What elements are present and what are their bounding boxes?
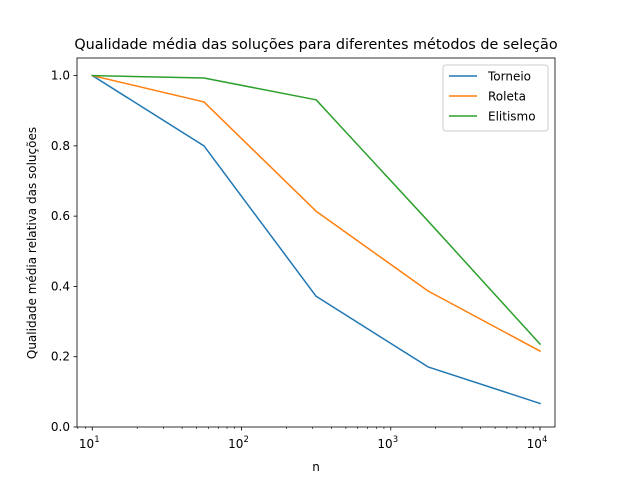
x-tick-base: 10 [377, 437, 392, 451]
series-line-torneio [91, 74, 541, 405]
x-tick-base: 10 [228, 437, 243, 451]
axes-frame [76, 57, 556, 428]
x-tick-label: 101 [79, 435, 100, 451]
x-tick-label: 103 [377, 435, 398, 451]
x-tick-base: 10 [527, 437, 542, 451]
y-tick-label: 0.6 [51, 209, 70, 223]
x-tick-base: 10 [79, 437, 94, 451]
x-tick-exponent: 3 [393, 435, 398, 445]
y-tick-label: 0.2 [51, 350, 70, 364]
y-tick-label: 0.0 [51, 420, 70, 434]
legend-label-elitismo: Elitismo [488, 110, 536, 124]
x-tick-label: 104 [527, 435, 548, 451]
series-line-roleta [91, 74, 542, 353]
legend-box [442, 64, 549, 132]
x-tick-exponent: 4 [542, 435, 547, 445]
y-tick-label: 0.8 [51, 139, 70, 153]
legend-label-roleta: Roleta [488, 90, 526, 104]
legend: Torneio Roleta Elitismo [442, 64, 549, 132]
x-tick-exponent: 1 [94, 435, 99, 445]
series-line-elitismo [91, 74, 542, 346]
chart-title: Qualidade média das soluções para difere… [74, 37, 558, 53]
y-tick-label: 1.0 [51, 69, 70, 83]
x-axis-label: n [312, 460, 320, 474]
x-tick-label: 102 [228, 435, 249, 451]
y-tick-label: 0.4 [51, 279, 70, 293]
x-tick-exponent: 2 [243, 435, 248, 445]
legend-label-torneio: Torneio [487, 70, 531, 84]
y-axis-label: Qualidade média relativa das soluções [25, 127, 39, 359]
